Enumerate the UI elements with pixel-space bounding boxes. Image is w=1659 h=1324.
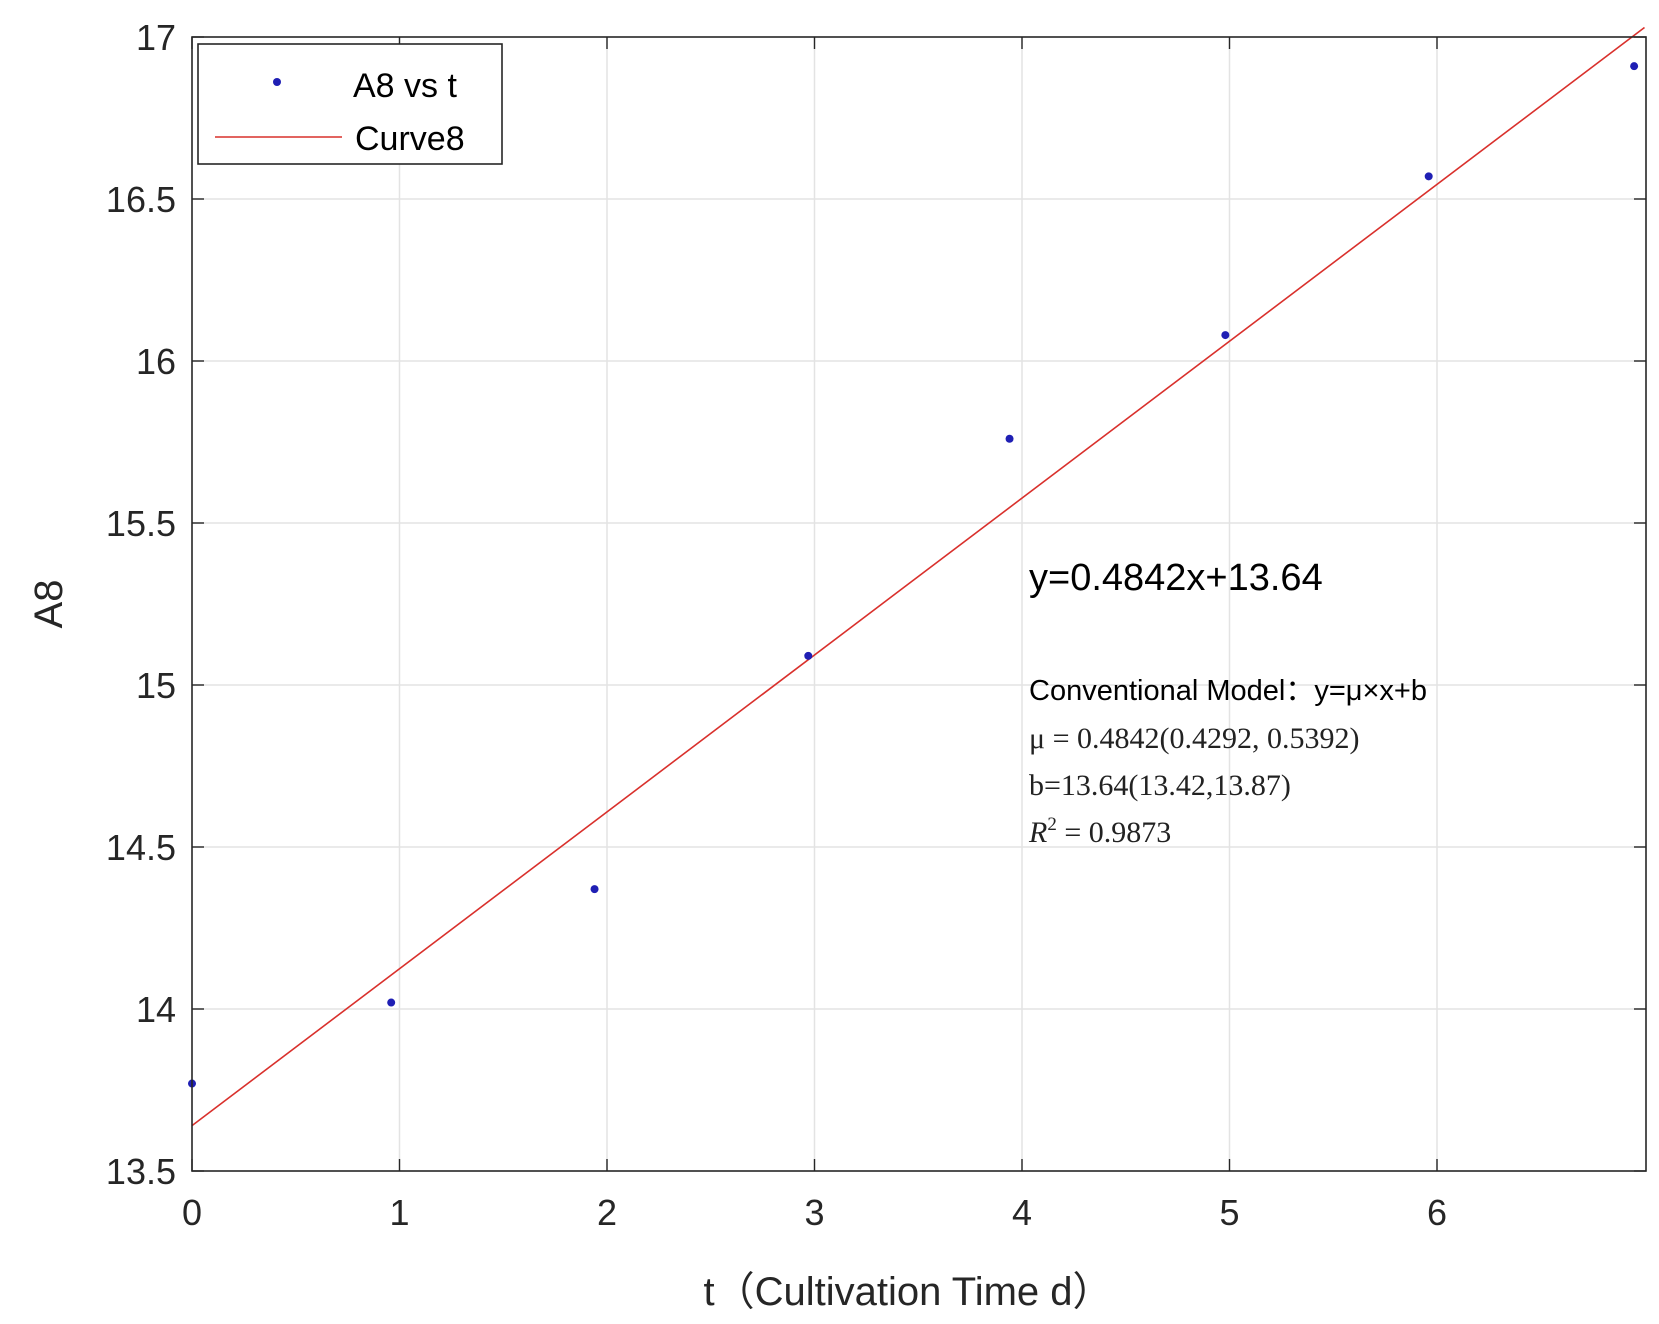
y-axis-label: A8 bbox=[27, 580, 71, 629]
r2-value: = 0.9873 bbox=[1057, 816, 1171, 849]
y-tick-label: 16 bbox=[136, 341, 176, 382]
fit-annotation: y=0.4842x+13.64 Conventional Model：y=μ×x… bbox=[1028, 557, 1427, 849]
grid bbox=[192, 37, 1646, 1171]
tick-labels: 0 1 2 3 4 5 6 13.5 14 14.5 15 15.5 16 16.5 17 bbox=[106, 17, 1447, 1233]
plot-frame bbox=[191, 36, 1647, 1172]
y-tick-label: 15 bbox=[136, 665, 176, 706]
y-tick-label: 14.5 bbox=[106, 827, 176, 868]
legend-box bbox=[197, 43, 503, 165]
data-point bbox=[1630, 62, 1639, 71]
y-tick-label: 16.5 bbox=[106, 179, 176, 220]
fit-line-group bbox=[191, 26, 1645, 1127]
x-tick-label: 2 bbox=[597, 1192, 617, 1233]
fit-line bbox=[191, 26, 1645, 1127]
y-tick-label: 15.5 bbox=[106, 503, 176, 544]
data-points-group bbox=[188, 62, 1639, 1088]
y-tick-label: 17 bbox=[136, 17, 176, 58]
x-axis-label: t（Cultivation Time d） bbox=[703, 1270, 1112, 1314]
y-tick-label: 13.5 bbox=[106, 1151, 176, 1192]
x-tick-label: 6 bbox=[1427, 1192, 1447, 1233]
model-text: Conventional Model：y=μ×x+b bbox=[1029, 675, 1427, 707]
b-text: b=13.64(13.42,13.87) bbox=[1029, 769, 1291, 802]
x-tick-label: 0 bbox=[182, 1192, 202, 1233]
axis-ticks bbox=[191, 36, 1646, 1172]
data-point bbox=[387, 998, 396, 1007]
r2-exponent: 2 bbox=[1047, 814, 1057, 835]
data-point bbox=[1221, 331, 1230, 340]
x-tick-label: 3 bbox=[804, 1192, 824, 1233]
legend-label-points: A8 vs t bbox=[353, 67, 457, 105]
plot-background bbox=[192, 37, 1646, 1171]
x-tick-label: 4 bbox=[1012, 1192, 1032, 1233]
r2-symbol: R bbox=[1028, 816, 1047, 849]
r2-text: R2 = 0.9873 bbox=[1028, 814, 1171, 849]
equation-text: y=0.4842x+13.64 bbox=[1029, 557, 1323, 599]
x-tick-label: 5 bbox=[1219, 1192, 1239, 1233]
data-point bbox=[804, 651, 813, 660]
legend-label-line: Curve8 bbox=[355, 120, 465, 158]
data-point bbox=[1005, 434, 1014, 443]
legend: A8 vs t Curve8 bbox=[197, 43, 503, 165]
data-point bbox=[590, 885, 599, 894]
y-tick-label: 14 bbox=[136, 989, 176, 1030]
legend-marker-points bbox=[273, 78, 281, 86]
x-tick-label: 1 bbox=[389, 1192, 409, 1233]
mu-text: μ = 0.4842(0.4292, 0.5392) bbox=[1029, 722, 1359, 755]
data-point bbox=[1424, 172, 1433, 181]
